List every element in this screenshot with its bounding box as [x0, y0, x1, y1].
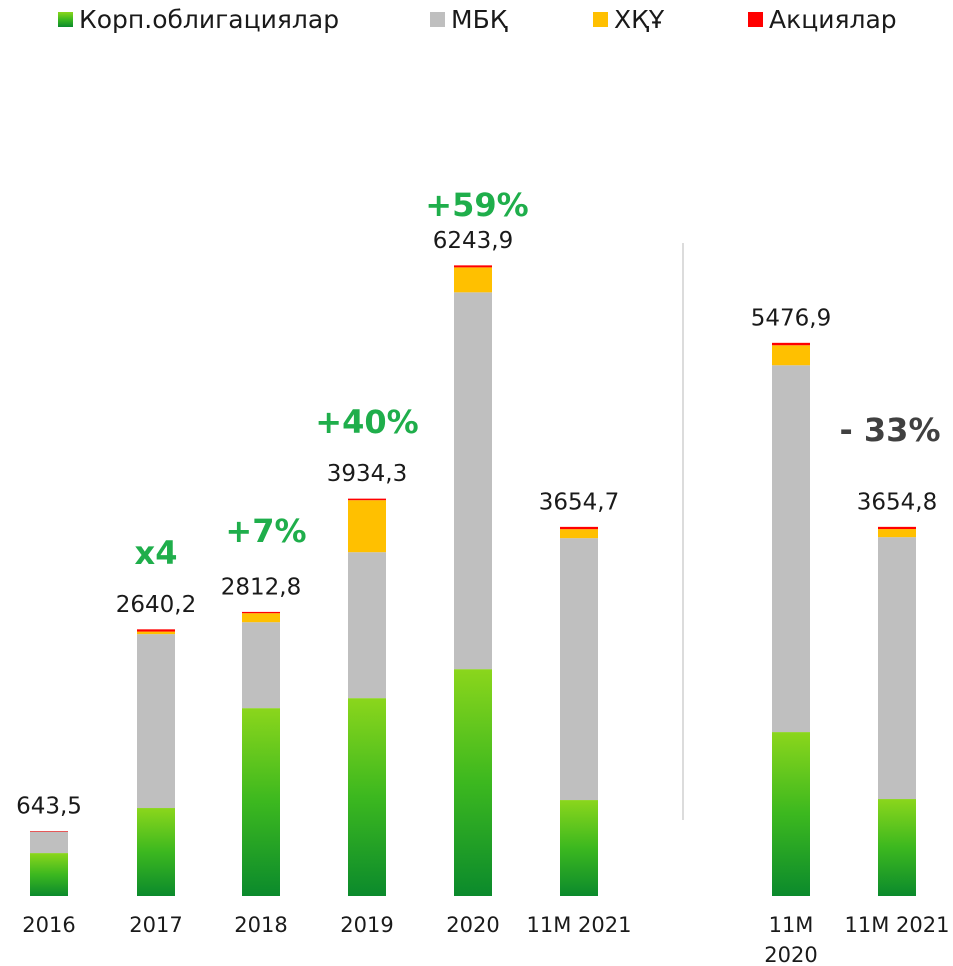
bar-segment: [30, 853, 68, 896]
legend-label: Корп.облигациялар: [79, 5, 339, 34]
total-label: 5476,9: [751, 305, 831, 331]
bar-segment: [878, 529, 916, 538]
legend-label: Акциялар: [769, 5, 897, 34]
bar-segment: [878, 537, 916, 800]
bar-segment: [348, 698, 386, 896]
bar-segment: [772, 345, 810, 366]
x-tick-label: 2017: [129, 913, 183, 937]
annotation: x4: [135, 534, 178, 572]
bar-segment: [454, 265, 492, 268]
bar-segment: [772, 365, 810, 733]
bar-segment: [242, 708, 280, 896]
annotation: +7%: [225, 512, 306, 550]
annotation: - 33%: [839, 411, 940, 449]
bar-segment: [772, 732, 810, 896]
bar-segment: [560, 526, 598, 530]
legend-label: МБҚ: [451, 5, 508, 34]
bar-segment: [560, 529, 598, 539]
annotation: +40%: [315, 403, 418, 441]
legend-swatch: [58, 12, 73, 27]
x-tick-label: 11M 2020: [764, 913, 818, 966]
total-label: 2812,8: [221, 574, 301, 600]
bar-segment: [878, 526, 916, 530]
x-tick-label: 11M 2021: [526, 913, 632, 937]
total-label: 3934,3: [327, 461, 407, 487]
total-label: 6243,9: [433, 228, 513, 254]
bar-segment: [30, 831, 68, 832]
bar-segment: [137, 629, 175, 632]
bar-segment: [137, 808, 175, 896]
bar-segment: [560, 800, 598, 896]
bar-segment: [772, 342, 810, 346]
total-label: 3654,7: [539, 489, 619, 515]
x-tick-label: 2020: [446, 913, 500, 937]
bar-segment: [348, 500, 386, 553]
x-tick-label: 2019: [340, 913, 394, 937]
bar-segment: [137, 631, 175, 635]
x-tick-label: 11M 2021: [844, 913, 950, 937]
bar-segment: [454, 267, 492, 293]
legend-swatch: [593, 12, 608, 27]
bar-segment: [242, 611, 280, 614]
bar-segment: [242, 613, 280, 623]
legend-swatch: [748, 12, 763, 27]
total-label: 3654,8: [857, 489, 937, 515]
bar-segment: [242, 622, 280, 709]
bar-segment: [30, 831, 68, 854]
bar-segment: [348, 498, 386, 501]
legend-label: ХҚҰ: [614, 5, 665, 34]
bar-segment: [348, 552, 386, 699]
bar-segment: [454, 292, 492, 670]
annotation: +59%: [425, 186, 528, 224]
legend-swatch: [430, 12, 445, 27]
total-label: 2640,2: [116, 592, 196, 618]
bar-segment: [454, 669, 492, 896]
x-tick-label: 2018: [234, 913, 288, 937]
total-label: 643,5: [16, 794, 82, 820]
x-tick-label: 2016: [22, 913, 76, 937]
bar-segment: [878, 799, 916, 896]
bar-segment: [560, 538, 598, 801]
bar-segment: [137, 634, 175, 809]
